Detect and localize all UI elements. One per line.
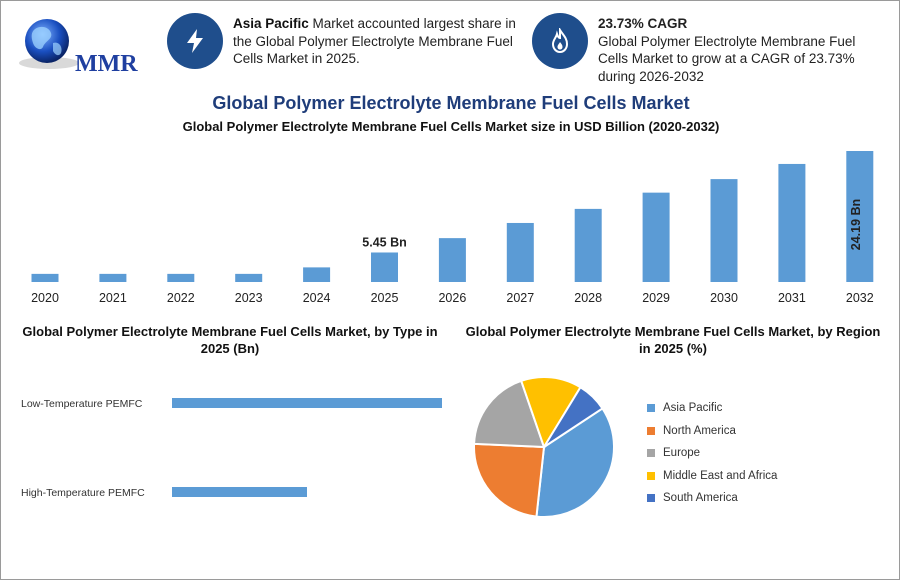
legend-swatch — [647, 426, 655, 435]
legend-label: Asia Pacific — [663, 402, 723, 415]
legend-item-south-america: South America — [647, 487, 777, 510]
bar-2020 — [31, 273, 59, 282]
legend-swatch — [647, 449, 655, 458]
legend-swatch — [647, 404, 655, 413]
type-bar-high-temperature-pemfc — [172, 487, 307, 497]
market-size-bar-chart: 2020 2021 2022 2023 2024 2025 5.45 Bn 2026 2027 2… — [31, 151, 874, 305]
bar-2024 — [303, 267, 331, 282]
type-label-high-temperature-pemfc: High-Temperature PEMFC — [21, 487, 145, 499]
bar-2031 — [778, 163, 806, 282]
x-tick-2031: 2031 — [778, 291, 806, 305]
bar-2021 — [99, 273, 127, 282]
bar-2023 — [235, 273, 263, 282]
bar-2025 — [371, 252, 398, 282]
region-pie-chart — [473, 376, 615, 518]
x-tick-2021: 2021 — [99, 291, 127, 305]
x-tick-2022: 2022 — [167, 291, 195, 305]
main-title: Global Polymer Electrolyte Membrane Fuel… — [212, 93, 690, 113]
callout-largest-share-text: Asia Pacific Market accounted largest sh… — [233, 15, 525, 68]
x-tick-2026: 2026 — [438, 291, 466, 305]
callout-cagr: 23.73% CAGR Global Polymer Electrolyte M… — [532, 13, 882, 89]
type-bar-chart: Low-Temperature PEMFC High-Temperature PE… — [21, 398, 442, 499]
bar-chart-title: Global Polymer Electrolyte Membrane Fuel… — [182, 119, 720, 134]
callout-cagr-text: 23.73% CAGR Global Polymer Electrolyte M… — [598, 15, 878, 85]
x-tick-2032: 2032 — [846, 291, 874, 305]
x-tick-2028: 2028 — [574, 291, 602, 305]
bar-2030 — [710, 179, 738, 282]
growth-flame-icon — [532, 13, 588, 69]
bar-2027 — [506, 222, 534, 282]
x-tick-2024: 2024 — [303, 291, 331, 305]
callout-cagr-value: 23.73% CAGR — [598, 16, 688, 31]
lightning-icon — [167, 13, 223, 69]
legend-swatch — [647, 471, 655, 480]
x-tick-2029: 2029 — [642, 291, 670, 305]
type-label-low-temperature-pemfc: Low-Temperature PEMFC — [21, 398, 143, 410]
legend-item-asia-pacific: Asia Pacific — [647, 397, 777, 420]
x-tick-2023: 2023 — [235, 291, 263, 305]
callout-largest-share-body: Market accounted largest share in the Gl… — [233, 16, 516, 66]
pie-slice-south-america — [543, 385, 604, 448]
pie-slice-middle-east-and-africa — [519, 376, 582, 450]
x-tick-2027: 2027 — [506, 291, 534, 305]
x-tick-2025: 2025 — [371, 291, 399, 305]
mmr-logo: MMR — [15, 13, 145, 77]
legend-label: Middle East and Africa — [663, 469, 778, 482]
x-tick-2020: 2020 — [31, 291, 59, 305]
region-chart-title: Global Polymer Electrolyte Membrane Fuel… — [465, 324, 881, 356]
bar-2022 — [167, 273, 195, 282]
callout-largest-share-region: Asia Pacific — [233, 16, 309, 31]
region-legend: Asia Pacific North America Europe Middle Ea… — [647, 397, 777, 510]
callout-largest-share: Asia Pacific Market accounted largest sh… — [167, 13, 527, 73]
legend-label: Europe — [663, 447, 701, 460]
bar-2032 — [846, 151, 874, 282]
bar-2026 — [438, 238, 466, 282]
callout-cagr-body: Global Polymer Electrolyte Membrane Fuel… — [598, 33, 856, 84]
logo-text: MMR — [75, 51, 138, 77]
legend-item-middle-east-and-africa: Middle East and Africa — [647, 465, 777, 488]
type-chart-title: Global Polymer Electrolyte Membrane Fuel… — [22, 324, 438, 356]
bar-2029 — [642, 192, 670, 282]
x-tick-2030: 2030 — [710, 291, 738, 305]
type-bar-low-temperature-pemfc — [172, 398, 442, 408]
pie-slice-asia-pacific — [535, 407, 615, 518]
bar-2028 — [574, 208, 602, 282]
pie-slice-north-america — [473, 442, 546, 518]
legend-item-europe: Europe — [647, 442, 777, 465]
legend-label: North America — [663, 424, 736, 437]
legend-label: South America — [663, 492, 738, 505]
data-label-2032: 24.19 Bn — [849, 199, 863, 250]
data-label-2025: 5.45 Bn — [362, 235, 406, 249]
legend-item-north-america: North America — [647, 420, 777, 443]
legend-swatch — [647, 494, 655, 503]
